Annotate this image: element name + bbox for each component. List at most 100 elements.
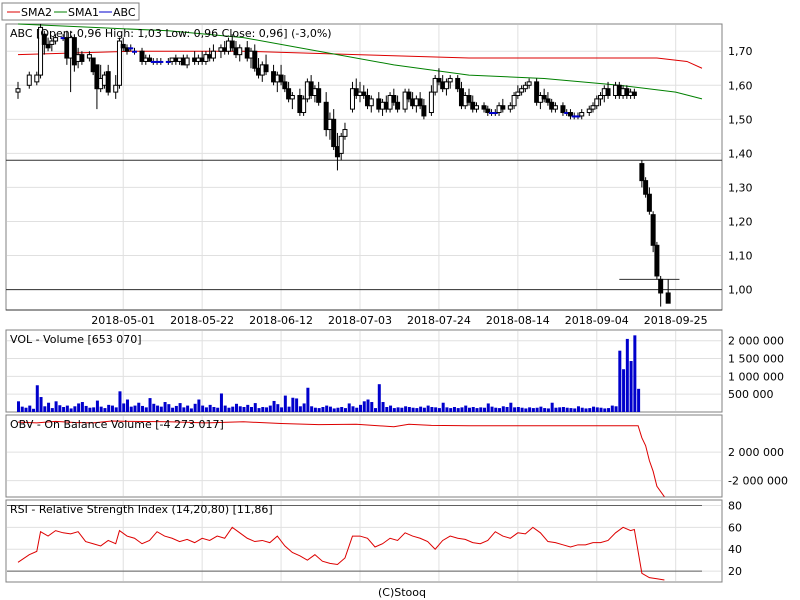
volume-bar	[377, 384, 381, 412]
candle-down	[541, 95, 547, 100]
y-tick-label: 1,50	[728, 113, 753, 126]
candle-up	[349, 88, 355, 110]
volume-bar	[625, 338, 629, 412]
volume-bar	[47, 402, 51, 412]
volume-bar	[62, 407, 66, 412]
volume-bar	[332, 408, 336, 412]
volume-bar	[250, 407, 254, 412]
volume-bar	[614, 406, 618, 412]
price-panel-title: ABC [Open: 0,96 High: 1,03 Low: 0,96 Clo…	[10, 27, 332, 40]
y-tick-label: 2 000 000	[728, 446, 784, 459]
volume-bar	[558, 407, 562, 412]
footer-copyright: (C)Stooq	[378, 586, 426, 599]
rsi-reference-lines	[7, 504, 702, 572]
volume-bar	[603, 408, 607, 412]
volume-panel: 2 000 000 1 500 000 1 000 000 500 000 VOL -…	[5, 329, 784, 413]
volume-bar	[17, 401, 20, 412]
candle-down	[567, 112, 573, 117]
candle-down	[466, 95, 472, 103]
volume-bar	[291, 397, 295, 412]
candle-down	[605, 88, 611, 96]
volume-bar	[437, 408, 441, 412]
y-tick-label: 80	[728, 499, 742, 512]
volume-bar	[475, 408, 479, 412]
volume-bar	[231, 406, 235, 412]
volume-bar	[528, 407, 532, 412]
volume-bar	[80, 402, 84, 412]
volume-bar	[32, 408, 36, 412]
volume-grid	[7, 331, 721, 411]
obv-grid	[7, 416, 721, 496]
rsi-panel: 80 60 40 20 RSI - Relative Strength Index (…	[5, 499, 742, 583]
volume-bar	[535, 407, 539, 412]
candle-down	[455, 77, 461, 90]
volume-bar	[114, 407, 118, 412]
volume-bar	[588, 408, 592, 412]
volume-bar	[302, 403, 306, 412]
x-tick-label: 2018-07-24	[407, 314, 471, 327]
candle-down	[654, 244, 660, 277]
volume-bar	[321, 407, 325, 412]
candle-up	[519, 88, 525, 93]
volume-bar	[141, 405, 145, 412]
candle-up	[113, 84, 119, 93]
candle-up	[342, 129, 348, 137]
candle-up	[116, 40, 122, 86]
candle-up	[26, 74, 32, 86]
volume-bar	[208, 404, 212, 412]
volume-bar	[280, 407, 284, 412]
volume-bar	[54, 401, 58, 412]
volume-bar	[99, 406, 103, 412]
obv-line	[17, 420, 665, 498]
candle-down	[128, 47, 134, 50]
candle-up	[53, 37, 59, 42]
y-tick-label: 1,10	[728, 250, 753, 263]
volume-bar	[325, 405, 329, 412]
volume-bar	[265, 407, 269, 412]
volume-bar	[599, 407, 603, 412]
volume-bar	[347, 403, 351, 412]
volume-bar	[336, 407, 340, 412]
y-tick-label: 1,30	[728, 181, 753, 194]
candle-down	[395, 101, 401, 110]
volume-bar	[340, 407, 344, 412]
candle-down	[165, 60, 171, 63]
x-tick-label: 2018-09-25	[644, 314, 708, 327]
candle-down	[229, 40, 235, 49]
volume-bar	[20, 406, 24, 412]
candle-up	[511, 95, 517, 107]
volume-bar	[118, 391, 122, 412]
volume-bar	[460, 407, 464, 412]
y-tick-label: 40	[728, 543, 742, 556]
volume-bar	[77, 403, 81, 412]
volume-bar	[295, 398, 299, 412]
y-tick-label: 500 000	[728, 388, 774, 401]
volume-bar	[159, 406, 163, 412]
candle-down	[575, 115, 581, 118]
volume-bar	[576, 406, 580, 412]
volume-bar	[95, 400, 99, 412]
volume-bar	[234, 403, 238, 412]
volume-bar	[490, 406, 494, 412]
candle-up	[586, 108, 592, 114]
rsi-panel-title: RSI - Relative Strength Index (14,20,80)…	[10, 503, 273, 516]
candle-down	[124, 47, 130, 52]
volume-bar	[419, 406, 423, 412]
candle-up	[301, 98, 307, 114]
candle-up	[289, 95, 295, 100]
volume-bar	[366, 399, 370, 412]
candle-down	[316, 88, 322, 103]
volume-bar	[494, 407, 498, 412]
candle-up	[507, 105, 513, 110]
candle-down	[263, 64, 269, 73]
price-x-tick-labels: 2018-05-01 2018-05-22 2018-06-12 2018-07-03…	[91, 314, 707, 327]
price-reference-lines	[6, 159, 722, 311]
volume-bar	[43, 406, 47, 412]
candle-down	[41, 33, 47, 45]
candle-down	[71, 37, 77, 66]
volume-bar	[359, 404, 362, 412]
candle-up	[598, 95, 604, 100]
obv-panel-title: OBV - On Balance Volume [-4 273 017]	[10, 418, 224, 431]
volume-bar	[65, 405, 69, 412]
